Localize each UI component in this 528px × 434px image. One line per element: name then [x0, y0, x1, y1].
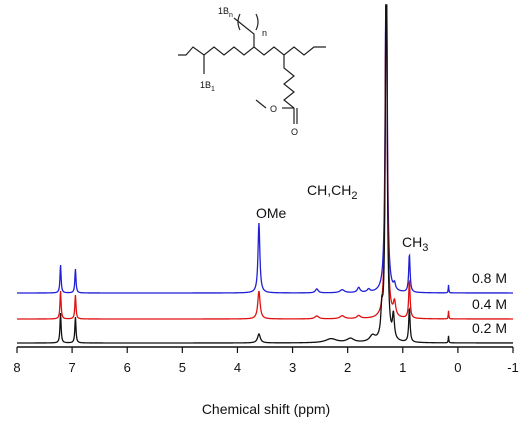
label-n: n — [262, 28, 267, 38]
x-axis: 8 7 6 5 4 3 2 1 0 -1 Chemical shift (ppm) — [13, 346, 519, 417]
x-tick-label: 5 — [179, 360, 186, 375]
x-tick-label: 2 — [344, 360, 351, 375]
bn-chain — [233, 17, 255, 47]
x-ticks: 8 7 6 5 4 3 2 1 0 -1 — [13, 347, 519, 375]
x-tick-label: 6 — [124, 360, 131, 375]
x-tick-label: 4 — [234, 360, 241, 375]
trace-0-4-M — [17, 4, 513, 320]
series-label: 0.8 M — [472, 270, 507, 286]
x-tick-label: 0 — [454, 360, 461, 375]
x-axis-title: Chemical shift (ppm) — [202, 401, 330, 417]
spectra-traces — [17, 4, 513, 344]
series-label: 0.2 M — [472, 320, 507, 336]
methyl-bond — [255, 99, 267, 109]
label-o-ester: O — [270, 104, 277, 114]
x-tick-label: -1 — [507, 360, 519, 375]
n-bracket — [237, 13, 259, 31]
peak-annotations: OMe CH,CH2 CH3 — [256, 182, 428, 254]
trace-0-8-M — [17, 4, 513, 294]
annotation-ch3: CH3 — [402, 234, 428, 254]
series-label: 0.4 M — [472, 296, 507, 312]
x-tick-label: 7 — [68, 360, 75, 375]
x-tick-label: 8 — [13, 360, 20, 375]
label-1bn: 1Bn — [218, 6, 233, 19]
x-tick-label: 1 — [399, 360, 406, 375]
series-labels: 0.8 M 0.4 M 0.2 M — [472, 270, 507, 336]
annotation-chch2: CH,CH2 — [307, 182, 357, 202]
ester-chain — [283, 55, 295, 109]
label-1b1: 1B1 — [200, 80, 215, 93]
chemical-structure — [178, 13, 326, 124]
backbone-bonds — [178, 46, 326, 56]
structure-labels: 1B1 1Bn n O O — [200, 6, 298, 137]
label-o-carbonyl: O — [291, 127, 298, 137]
annotation-ome: OMe — [256, 205, 287, 221]
x-tick-label: 3 — [289, 360, 296, 375]
trace-0-2-M — [17, 4, 513, 344]
